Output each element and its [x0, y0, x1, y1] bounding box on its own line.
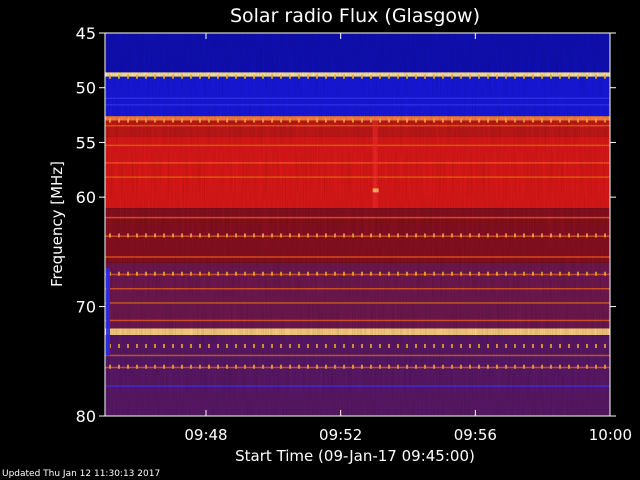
- x-tick-label: 10:00: [589, 426, 632, 444]
- x-axis-label: Start Time (09-Jan-17 09:45:00): [235, 447, 475, 465]
- y-tick-label: 45: [76, 24, 96, 43]
- chart-title: Solar radio Flux (Glasgow): [230, 5, 480, 27]
- y-tick-label: 70: [76, 298, 96, 317]
- plot-frame: [104, 32, 611, 417]
- x-axis: 09:48 09:52 09:56 10:00: [184, 33, 632, 444]
- update-timestamp: Updated Thu Jan 12 11:30:13 2017: [2, 469, 161, 479]
- x-tick-label: 09:48: [184, 426, 227, 444]
- y-axis-label: Frequency [MHz]: [48, 161, 66, 287]
- plot-area: [105, 33, 610, 416]
- y-tick-label: 50: [76, 79, 96, 98]
- y-tick-label: 80: [76, 407, 96, 426]
- y-axis: 45 50 55 60 70 80: [76, 24, 616, 426]
- x-tick-label: 09:56: [454, 426, 497, 444]
- y-tick-label: 55: [76, 133, 96, 152]
- noise-overlay: [105, 33, 610, 416]
- x-tick-label: 09:52: [319, 426, 362, 444]
- y-tick-label: 60: [76, 188, 96, 207]
